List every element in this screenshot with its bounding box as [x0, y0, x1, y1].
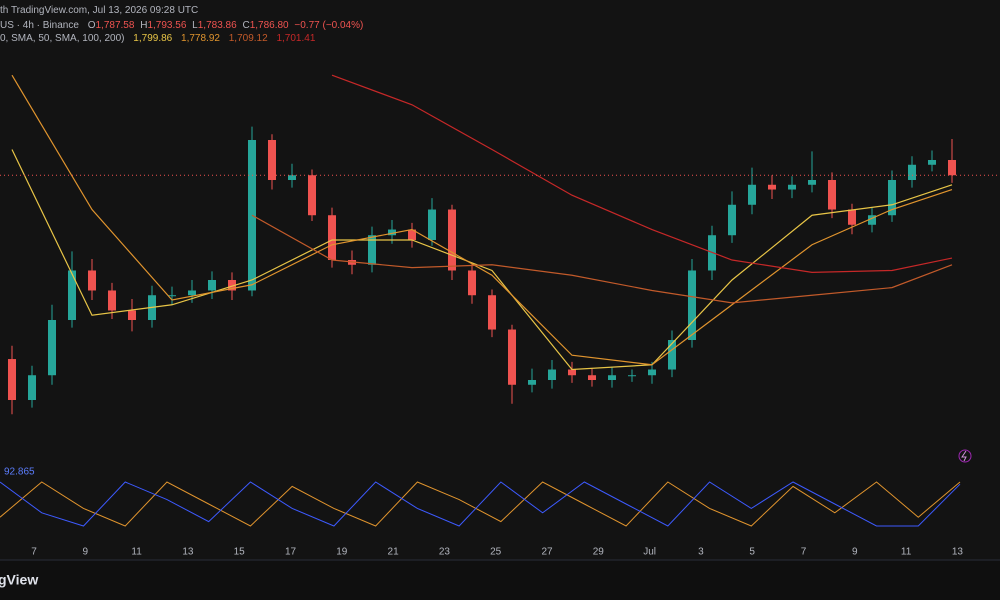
oscillator-label: 92.865: [4, 467, 35, 478]
candle-body: [228, 280, 236, 291]
x-tick-label: 9: [83, 547, 89, 558]
candle-body: [428, 209, 436, 240]
candle-body: [8, 359, 16, 400]
x-tick-label: 7: [31, 547, 37, 558]
candle-body: [788, 184, 796, 190]
ma-legend: 0, SMA, 50, SMA, 100, 200): [0, 33, 125, 44]
x-tick-label: 11: [131, 547, 142, 558]
moving-average: [251, 214, 953, 304]
ma-value: 1,778.92: [181, 33, 220, 44]
c-label: C: [242, 20, 249, 31]
x-tick-label: 23: [439, 547, 451, 558]
moving-average: [331, 74, 953, 273]
ma-value: 1,709.12: [229, 33, 268, 44]
alert-icon-bolt: [961, 450, 967, 462]
candle-body: [188, 290, 196, 296]
candle-body: [468, 270, 476, 296]
l-value: 1,783.86: [198, 20, 237, 31]
oscillator-line: [0, 481, 961, 527]
candle-body: [168, 295, 176, 297]
alert-icon[interactable]: [958, 449, 972, 463]
candle-body: [28, 375, 36, 400]
h-label: H: [140, 20, 147, 31]
candle-body: [828, 180, 836, 210]
candle-body: [808, 180, 816, 185]
candle-body: [288, 175, 296, 180]
candle-body: [748, 184, 756, 205]
candle-body: [488, 295, 496, 330]
candle-body: [688, 270, 696, 340]
x-tick-label: 27: [541, 547, 553, 558]
candle-body: [408, 229, 416, 240]
candle-body: [648, 369, 656, 376]
candle-body: [448, 209, 456, 271]
change: −0.77 (−0.04%): [294, 20, 363, 31]
x-tick-label: 19: [336, 547, 348, 558]
candle-body: [48, 320, 56, 376]
source-line: th TradingView.com, Jul 13, 2026 09:28 U…: [0, 5, 198, 16]
candle-body: [668, 340, 676, 370]
symbol-line: US · 4h · Binance O1,787.58 H1,793.56 L1…: [0, 20, 363, 31]
candle-body: [928, 160, 936, 165]
candle-body: [68, 270, 76, 320]
x-tick-label: Jul: [643, 547, 656, 558]
candle-body: [588, 375, 596, 380]
x-tick-label: 9: [852, 547, 858, 558]
candle-body: [868, 215, 876, 225]
candle-body: [628, 375, 636, 377]
candle-body: [608, 375, 616, 380]
candle-body: [908, 164, 916, 180]
x-tick-label: 5: [749, 547, 755, 558]
candle-body: [768, 184, 776, 190]
o-value: 1,787.58: [96, 20, 135, 31]
candle-body: [108, 290, 116, 311]
source: th TradingView.com, Jul 13, 2026 09:28 U…: [0, 5, 198, 16]
candle-body: [548, 369, 556, 380]
x-tick-label: 3: [698, 547, 704, 558]
candle-body: [308, 175, 316, 216]
candle-body: [268, 140, 276, 180]
ma-legend-line: 0, SMA, 50, SMA, 100, 200) 1,799.86 1,77…: [0, 33, 316, 44]
candle-body: [528, 380, 536, 385]
candle-body: [568, 369, 576, 376]
x-tick-label: 15: [234, 547, 246, 558]
plot: [0, 74, 1000, 527]
candle-body: [508, 329, 516, 385]
logo: gView: [0, 572, 38, 588]
moving-average: [11, 74, 953, 366]
candle-body: [328, 215, 336, 260]
x-tick-label: 21: [388, 547, 400, 558]
candle-body: [888, 180, 896, 216]
candle-body: [728, 204, 736, 236]
ma-value: 1,799.86: [133, 33, 172, 44]
h-value: 1,793.56: [147, 20, 186, 31]
l-label: L: [192, 20, 198, 31]
candle-body: [848, 209, 856, 225]
candle-body: [948, 160, 956, 176]
candle-body: [368, 235, 376, 265]
candle-body: [208, 280, 216, 291]
x-tick-label: 29: [593, 547, 605, 558]
oscillator-line: [0, 481, 961, 527]
x-tick-label: 7: [801, 547, 807, 558]
symbol: US · 4h · Binance: [0, 20, 79, 31]
x-tick-label: 13: [952, 547, 964, 558]
moving-average: [11, 149, 953, 371]
ma-value: 1,701.41: [276, 33, 315, 44]
x-tick-label: 11: [901, 547, 912, 558]
x-tick-label: 17: [285, 547, 297, 558]
footer-bar: [0, 560, 1000, 600]
candle-body: [88, 270, 96, 291]
x-tick-label: 25: [490, 547, 502, 558]
x-tick-label: 13: [182, 547, 194, 558]
o-label: O: [88, 20, 96, 31]
candle-body: [128, 310, 136, 320]
candle-body: [388, 229, 396, 236]
c-value: 1,786.80: [250, 20, 289, 31]
